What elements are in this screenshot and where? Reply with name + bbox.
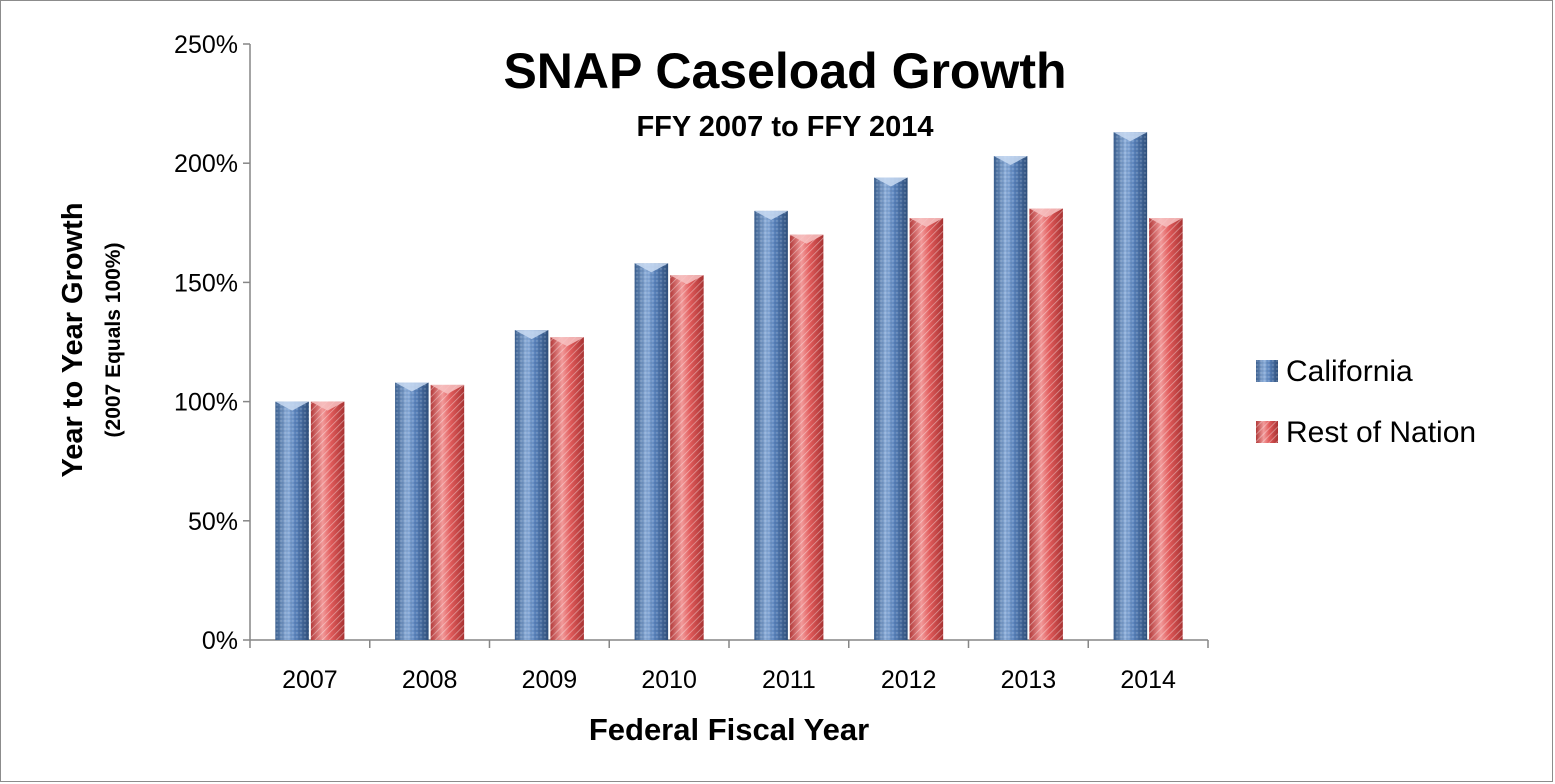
bar-california-2011-cap	[754, 210, 788, 220]
bar-rest-of-nation-2014-texture	[1149, 218, 1183, 641]
y-tick-label: 150%	[174, 269, 238, 297]
x-ticks: 2007 2008 2009 2010 2011 2012 2013 2014	[249, 640, 1209, 694]
x-axis-title: Federal Fiscal Year	[589, 712, 869, 747]
bar-rest-of-nation-2011-cap	[789, 234, 824, 244]
bar-rest-of-nation-2013-cap	[1029, 208, 1063, 218]
bar-rest-of-nation-2011-texture	[789, 234, 824, 640]
bar-california-2012-texture	[874, 177, 908, 640]
bar-rest-of-nation-2010-texture	[670, 275, 704, 640]
bar-california-2009-texture	[514, 330, 549, 640]
bar-california-2007-cap	[275, 401, 309, 411]
bar-california-2009-cap	[514, 330, 549, 340]
bar-california-2008-cap	[395, 382, 429, 392]
legend-swatch-rest-of-nation-texture	[1256, 421, 1278, 443]
x-tick-label: 2014	[1120, 666, 1176, 694]
bar-california-2008-texture	[395, 382, 429, 640]
bar-california-2013-texture	[993, 156, 1028, 640]
y-tick-label: 50%	[188, 508, 238, 536]
y-tick-label: 0%	[202, 627, 238, 655]
chart-title: SNAP Caseload Growth	[503, 43, 1066, 99]
bar-rest-of-nation-2008-texture	[430, 384, 465, 640]
chart-subtitle: FFY 2007 to FFY 2014	[636, 111, 933, 143]
bar-california-2014-texture	[1113, 132, 1148, 640]
y-axis-title: Year to Year Growth	[57, 202, 89, 477]
bar-rest-of-nation-2009-cap	[550, 337, 584, 347]
x-tick-label: 2010	[641, 666, 697, 694]
x-tick-label: 2012	[881, 666, 937, 694]
y-tick-label: 200%	[174, 150, 238, 178]
bar-california-2007-texture	[275, 401, 309, 640]
bar-california-2012-cap	[874, 177, 908, 187]
x-tick-label: 2013	[1001, 666, 1057, 694]
legend-label-rest-of-nation: Rest of Nation	[1286, 416, 1476, 449]
bar-california-2010-cap	[634, 263, 669, 273]
bar-california-2014-cap	[1113, 132, 1148, 142]
bar-rest-of-nation-2013-texture	[1029, 208, 1063, 640]
y-tick-label: 250%	[174, 31, 238, 59]
bar-rest-of-nation-2007-texture	[310, 401, 345, 640]
x-tick-label: 2009	[522, 666, 578, 694]
bar-rest-of-nation-2007-cap	[310, 401, 345, 411]
bar-rest-of-nation-2009-texture	[550, 337, 584, 640]
bar-california-2010-texture	[634, 263, 669, 640]
x-tick-label: 2011	[762, 666, 816, 694]
bars	[275, 132, 1183, 641]
legend: California Rest of Nation	[1256, 355, 1476, 449]
bar-rest-of-nation-2014-cap	[1149, 218, 1183, 228]
legend-swatch-california-texture	[1256, 360, 1278, 382]
bar-california-2011-texture	[754, 210, 788, 640]
x-tick-label: 2007	[282, 666, 338, 694]
bar-california-2013-cap	[993, 156, 1028, 166]
x-tick-label: 2008	[402, 666, 458, 694]
bar-rest-of-nation-2012-cap	[909, 218, 944, 228]
bar-rest-of-nation-2012-texture	[909, 218, 944, 641]
bar-rest-of-nation-2010-cap	[670, 275, 704, 285]
y-ticks: 0% 50% 100% 150% 200% 250%	[174, 31, 250, 655]
legend-label-california: California	[1286, 355, 1413, 388]
bar-rest-of-nation-2008-cap	[430, 384, 465, 394]
y-tick-label: 100%	[174, 389, 238, 417]
y-axis-subtitle: (2007 Equals 100%)	[102, 243, 125, 438]
